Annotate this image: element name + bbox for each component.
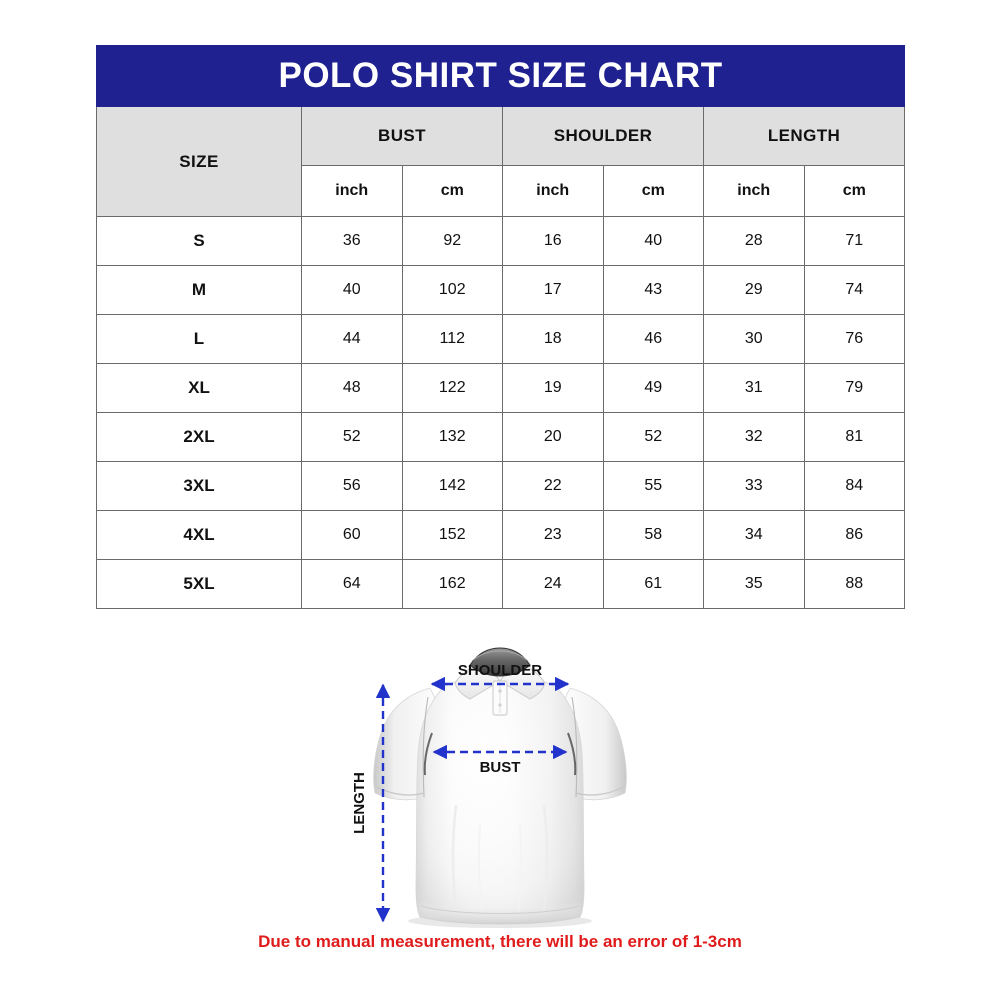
table-unit-header-row: inch cm inch cm inch cm	[97, 165, 906, 217]
cell-length-cm: 81	[803, 412, 906, 462]
bust-label: BUST	[480, 759, 521, 776]
cell-shoulder-cm: 61	[602, 559, 704, 609]
size-chart-container: POLO SHIRT SIZE CHART SIZE BUST SHOULDER…	[95, 45, 906, 609]
unit-header-length-inch: inch	[703, 165, 805, 217]
unit-header-bust-inch: inch	[301, 165, 403, 217]
cell-length-cm: 79	[803, 363, 906, 413]
cell-shoulder-inch: 19	[502, 363, 604, 413]
cell-length-inch: 33	[703, 461, 805, 511]
cell-bust-inch: 40	[301, 265, 403, 315]
cell-shoulder-cm: 58	[602, 510, 704, 560]
cell-shoulder-inch: 23	[502, 510, 604, 560]
cell-bust-inch: 44	[301, 314, 403, 364]
table-row: L 44 112 18 46 30 76	[96, 314, 906, 364]
cell-bust-cm: 102	[401, 265, 503, 315]
page-title: POLO SHIRT SIZE CHART	[95, 45, 906, 107]
unit-header-length-cm: cm	[803, 165, 906, 217]
cell-shoulder-cm: 55	[602, 461, 704, 511]
cell-length-cm: 86	[803, 510, 906, 560]
cell-size: 4XL	[96, 510, 302, 560]
cell-bust-cm: 162	[401, 559, 503, 609]
cell-length-inch: 30	[703, 314, 805, 364]
cell-shoulder-cm: 49	[602, 363, 704, 413]
cell-bust-cm: 132	[401, 412, 503, 462]
size-chart-table: POLO SHIRT SIZE CHART SIZE BUST SHOULDER…	[95, 45, 906, 609]
cell-size: 2XL	[96, 412, 302, 462]
cell-shoulder-cm: 40	[602, 216, 704, 266]
cell-bust-inch: 48	[301, 363, 403, 413]
cell-length-inch: 28	[703, 216, 805, 266]
table-row: 2XL 52 132 20 52 32 81	[96, 412, 906, 462]
cell-bust-cm: 152	[401, 510, 503, 560]
measurement-disclaimer: Due to manual measurement, there will be…	[258, 932, 742, 951]
cell-shoulder-inch: 24	[502, 559, 604, 609]
cell-size: 5XL	[96, 559, 302, 609]
cell-bust-inch: 52	[301, 412, 403, 462]
cell-size: M	[96, 265, 302, 315]
length-label: LENGTH	[351, 772, 368, 834]
cell-length-inch: 31	[703, 363, 805, 413]
cell-bust-cm: 92	[401, 216, 503, 266]
cell-shoulder-cm: 46	[602, 314, 704, 364]
cell-length-inch: 32	[703, 412, 805, 462]
cell-length-cm: 88	[803, 559, 906, 609]
cell-bust-inch: 56	[301, 461, 403, 511]
cell-length-cm: 76	[803, 314, 906, 364]
table-row: 5XL 64 162 24 61 35 88	[96, 559, 906, 609]
table-row: XL 48 122 19 49 31 79	[96, 363, 906, 413]
measurement-diagram: SHOULDER BUST LENGTH	[0, 625, 1000, 935]
column-header-bust: BUST	[301, 106, 503, 166]
cell-shoulder-inch: 22	[502, 461, 604, 511]
column-header-length: LENGTH	[702, 106, 906, 166]
cell-bust-inch: 64	[301, 559, 403, 609]
table-group-header-row: SIZE BUST SHOULDER LENGTH	[96, 106, 906, 217]
cell-shoulder-inch: 18	[502, 314, 604, 364]
cell-length-cm: 74	[803, 265, 906, 315]
cell-size: XL	[96, 363, 302, 413]
cell-size: L	[96, 314, 302, 364]
cell-size: 3XL	[96, 461, 302, 511]
column-header-shoulder: SHOULDER	[502, 106, 704, 166]
cell-length-cm: 84	[803, 461, 906, 511]
table-row: 4XL 60 152 23 58 34 86	[96, 510, 906, 560]
table-row: S 36 92 16 40 28 71	[96, 216, 906, 266]
column-header-size: SIZE	[96, 106, 302, 217]
table-row: M 40 102 17 43 29 74	[96, 265, 906, 315]
cell-bust-inch: 36	[301, 216, 403, 266]
unit-header-shoulder-cm: cm	[602, 165, 704, 217]
polo-shirt-illustration	[373, 647, 627, 928]
cell-length-inch: 34	[703, 510, 805, 560]
cell-shoulder-cm: 43	[602, 265, 704, 315]
cell-length-inch: 29	[703, 265, 805, 315]
cell-length-cm: 71	[803, 216, 906, 266]
unit-header-shoulder-inch: inch	[502, 165, 604, 217]
cell-bust-cm: 122	[401, 363, 503, 413]
unit-header-bust-cm: cm	[401, 165, 503, 217]
cell-bust-inch: 60	[301, 510, 403, 560]
table-row: 3XL 56 142 22 55 33 84	[96, 461, 906, 511]
table-title-row: POLO SHIRT SIZE CHART	[95, 45, 906, 107]
cell-shoulder-cm: 52	[602, 412, 704, 462]
cell-size: S	[96, 216, 302, 266]
cell-shoulder-inch: 17	[502, 265, 604, 315]
cell-shoulder-inch: 16	[502, 216, 604, 266]
shoulder-label: SHOULDER	[458, 662, 542, 679]
cell-bust-cm: 112	[401, 314, 503, 364]
cell-bust-cm: 142	[401, 461, 503, 511]
cell-length-inch: 35	[703, 559, 805, 609]
cell-shoulder-inch: 20	[502, 412, 604, 462]
